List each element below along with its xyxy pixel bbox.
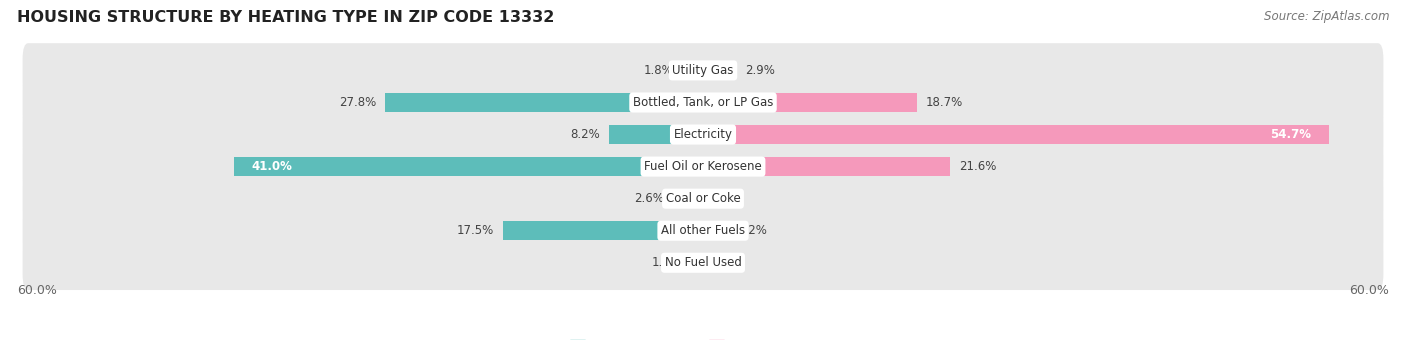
FancyBboxPatch shape [22, 139, 1384, 194]
Text: Fuel Oil or Kerosene: Fuel Oil or Kerosene [644, 160, 762, 173]
FancyBboxPatch shape [22, 107, 1384, 162]
Bar [703, 93, 917, 112]
FancyBboxPatch shape [22, 236, 1384, 290]
Text: 1.8%: 1.8% [644, 64, 673, 77]
FancyBboxPatch shape [22, 75, 1384, 130]
Text: 0.0%: 0.0% [713, 256, 742, 269]
Text: Coal or Coke: Coal or Coke [665, 192, 741, 205]
Text: 60.0%: 60.0% [17, 284, 56, 296]
FancyBboxPatch shape [22, 43, 1384, 98]
FancyBboxPatch shape [22, 171, 1384, 226]
Text: No Fuel Used: No Fuel Used [665, 256, 741, 269]
Bar [673, 189, 703, 208]
Bar [690, 254, 703, 272]
Text: 18.7%: 18.7% [927, 96, 963, 109]
Text: 54.7%: 54.7% [1271, 128, 1312, 141]
Text: 60.0%: 60.0% [1350, 284, 1389, 296]
Text: 0.0%: 0.0% [713, 192, 742, 205]
Text: 27.8%: 27.8% [339, 96, 375, 109]
Bar [235, 157, 703, 176]
Bar [703, 61, 737, 80]
Legend: Owner-occupied, Renter-occupied: Owner-occupied, Renter-occupied [565, 335, 841, 340]
Bar [703, 125, 1329, 144]
Text: 21.6%: 21.6% [959, 160, 997, 173]
Text: HOUSING STRUCTURE BY HEATING TYPE IN ZIP CODE 13332: HOUSING STRUCTURE BY HEATING TYPE IN ZIP… [17, 10, 554, 25]
Text: 1.1%: 1.1% [651, 256, 682, 269]
Bar [503, 221, 703, 240]
FancyBboxPatch shape [22, 203, 1384, 258]
Text: 2.6%: 2.6% [634, 192, 664, 205]
Text: Utility Gas: Utility Gas [672, 64, 734, 77]
Text: Bottled, Tank, or LP Gas: Bottled, Tank, or LP Gas [633, 96, 773, 109]
Text: 2.2%: 2.2% [737, 224, 768, 237]
Bar [609, 125, 703, 144]
Text: Electricity: Electricity [673, 128, 733, 141]
Bar [682, 61, 703, 80]
Bar [703, 157, 950, 176]
Text: 2.9%: 2.9% [745, 64, 775, 77]
Text: 8.2%: 8.2% [571, 128, 600, 141]
Text: 17.5%: 17.5% [457, 224, 494, 237]
Bar [385, 93, 703, 112]
Text: 41.0%: 41.0% [252, 160, 292, 173]
Text: Source: ZipAtlas.com: Source: ZipAtlas.com [1264, 10, 1389, 23]
Text: All other Fuels: All other Fuels [661, 224, 745, 237]
Bar [703, 221, 728, 240]
